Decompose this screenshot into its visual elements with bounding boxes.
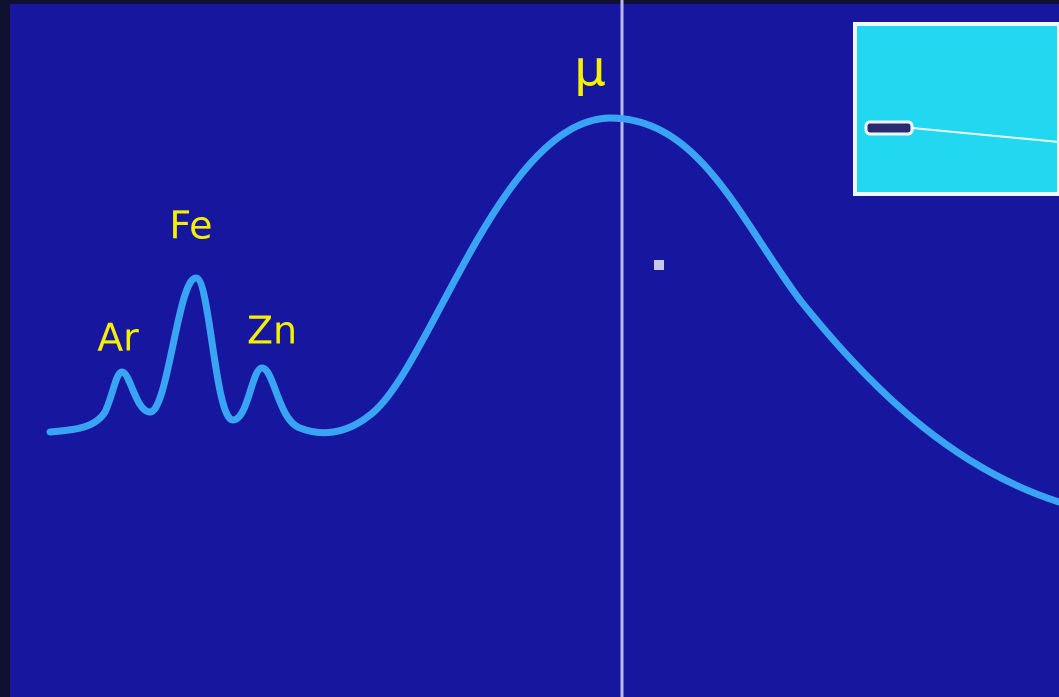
peak-label: Ar: [97, 316, 139, 360]
cursor-label: μ: [574, 40, 606, 98]
scope-screen: Ar Fe Zn μ: [0, 0, 1059, 697]
marker-dot: [654, 260, 664, 270]
peak-label: Zn: [247, 309, 297, 353]
page: Ar Fe Zn μ (() => { const data = JSON.pa…: [0, 0, 1059, 697]
inset-box: [855, 24, 1059, 194]
peak-label: Fe: [169, 204, 212, 248]
inset-marker: [866, 122, 912, 134]
